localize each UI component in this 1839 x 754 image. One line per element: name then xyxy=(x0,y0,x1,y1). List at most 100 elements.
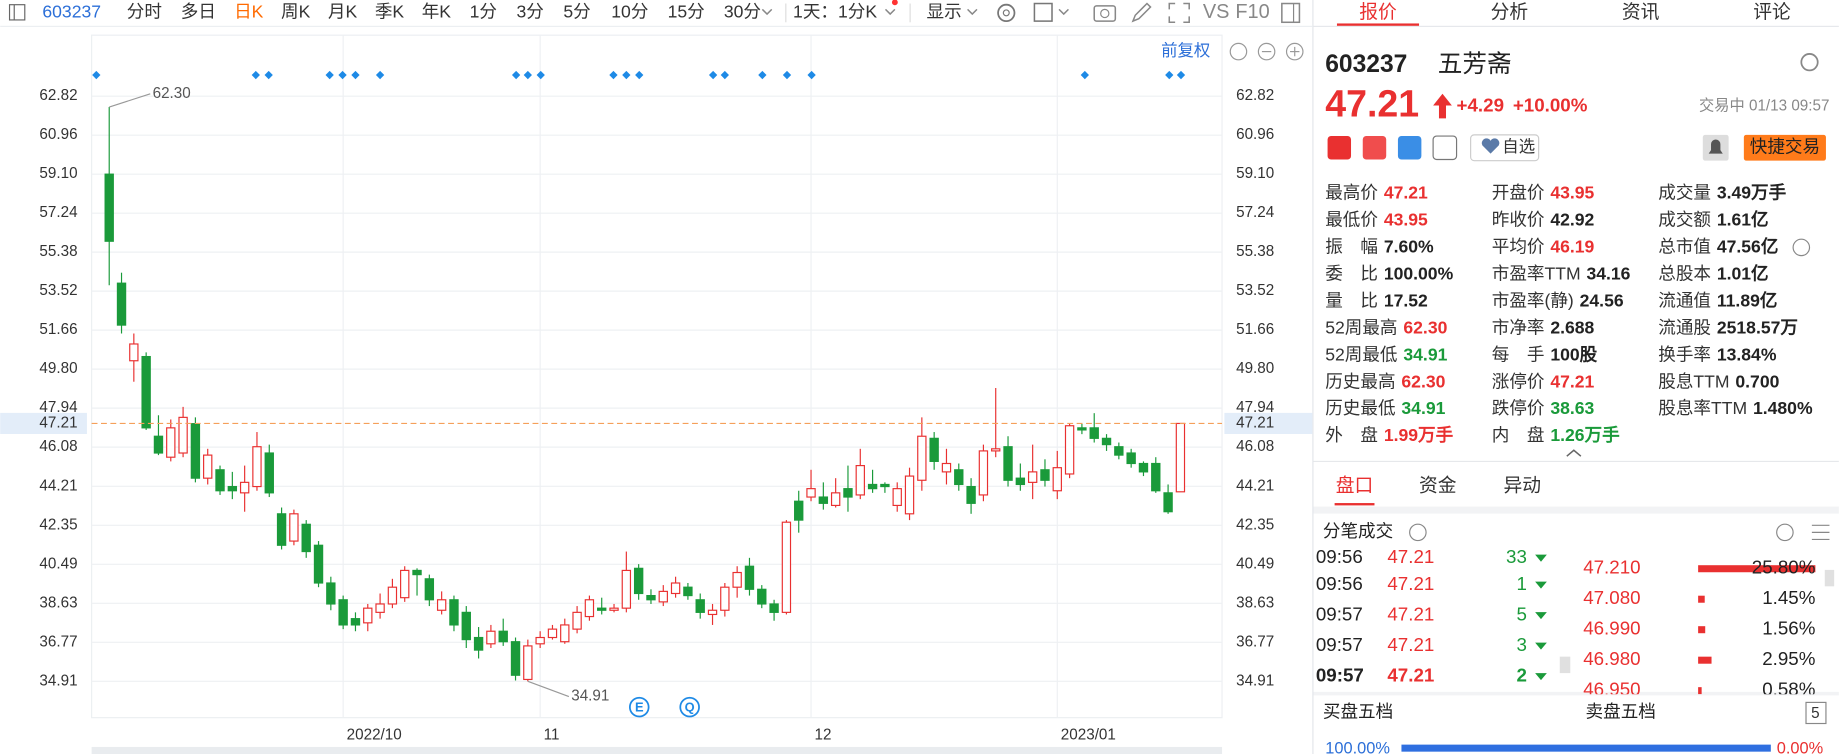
event-marker[interactable] xyxy=(708,70,718,80)
candle-body[interactable] xyxy=(510,641,521,676)
period-tab[interactable]: 月K xyxy=(328,2,358,22)
candle-body[interactable] xyxy=(190,423,201,479)
candle-body[interactable] xyxy=(683,586,693,597)
candle-body[interactable] xyxy=(1151,462,1161,492)
candle-body[interactable] xyxy=(547,628,558,639)
event-marker[interactable] xyxy=(511,70,521,80)
levels-box[interactable] xyxy=(1805,701,1827,725)
period-tab[interactable]: 10分 xyxy=(611,2,648,22)
camera-icon[interactable] xyxy=(1093,5,1117,22)
quick-trade-label[interactable]: 快捷交易 xyxy=(1750,136,1820,156)
sub-tab[interactable]: 异动 xyxy=(1503,475,1541,496)
candle-body[interactable] xyxy=(1040,469,1050,481)
period-tab[interactable]: 15分 xyxy=(668,2,705,22)
panel-tab[interactable]: 分析 xyxy=(1491,1,1529,22)
expand-icon[interactable] xyxy=(1566,449,1582,457)
event-marker[interactable] xyxy=(1165,70,1174,80)
candle-body[interactable] xyxy=(991,448,1001,452)
candle-body[interactable] xyxy=(584,599,595,618)
candle-body[interactable] xyxy=(781,521,792,613)
candle-body[interactable] xyxy=(597,607,607,611)
candle-body[interactable] xyxy=(1126,452,1136,465)
candle-body[interactable] xyxy=(720,586,730,611)
candle-body[interactable] xyxy=(178,416,188,454)
candle-body[interactable] xyxy=(326,582,336,605)
draw-icon[interactable] xyxy=(1131,2,1152,23)
candle-body[interactable] xyxy=(1052,467,1062,492)
stock-code[interactable]: 603237 xyxy=(42,2,101,22)
candle-body[interactable] xyxy=(966,485,976,504)
candle-body[interactable] xyxy=(806,488,816,498)
candle-body[interactable] xyxy=(904,475,915,515)
event-marker[interactable] xyxy=(758,70,767,80)
candle-body[interactable] xyxy=(141,355,151,429)
period-tab[interactable]: 多日 xyxy=(181,2,216,22)
event-marker[interactable] xyxy=(375,70,385,80)
period-tab[interactable]: 分时 xyxy=(127,2,162,22)
candle-body[interactable] xyxy=(670,582,681,595)
settings-icon[interactable] xyxy=(997,3,1016,22)
candle-body[interactable] xyxy=(941,462,952,473)
candle-body[interactable] xyxy=(227,485,238,492)
tag-icon[interactable] xyxy=(1432,135,1458,161)
event-icon[interactable] xyxy=(679,696,700,718)
candle-body[interactable] xyxy=(855,465,865,496)
candle-body[interactable] xyxy=(1175,422,1186,493)
levels-label[interactable]: 5 xyxy=(1811,705,1819,722)
candle-body[interactable] xyxy=(338,599,348,626)
event-marker[interactable] xyxy=(782,70,792,80)
period-tab[interactable]: 日K xyxy=(234,2,264,22)
period-tab[interactable]: 3分 xyxy=(517,2,544,22)
chart-tool-icon[interactable] xyxy=(1257,42,1276,61)
event-marker[interactable] xyxy=(338,70,347,80)
candle-body[interactable] xyxy=(166,427,176,458)
candle-body[interactable] xyxy=(1027,471,1038,483)
tag-icon[interactable] xyxy=(1362,136,1387,160)
candle-body[interactable] xyxy=(129,343,139,362)
overlay-icon[interactable] xyxy=(1033,2,1053,22)
period-tab[interactable]: 1分 xyxy=(470,2,497,22)
candle-body[interactable] xyxy=(523,645,533,681)
candle-body[interactable] xyxy=(633,567,644,595)
event-marker[interactable] xyxy=(251,70,260,80)
period-tab[interactable]: 周K xyxy=(281,2,311,22)
candle-body[interactable] xyxy=(1101,437,1112,446)
range-select[interactable]: 1天：1分K xyxy=(793,2,877,22)
candle-body[interactable] xyxy=(264,452,274,494)
candle-body[interactable] xyxy=(498,630,508,643)
more-icon[interactable] xyxy=(1792,238,1811,257)
chart-tool-icon[interactable] xyxy=(1285,42,1304,61)
candle-body[interactable] xyxy=(794,500,804,521)
candle-body[interactable] xyxy=(830,492,841,507)
candle-body[interactable] xyxy=(1015,477,1026,486)
chart-tool-icon[interactable] xyxy=(1229,42,1248,61)
candle-body[interactable] xyxy=(400,569,410,599)
candle-body[interactable] xyxy=(276,513,287,546)
event-marker[interactable] xyxy=(609,70,618,80)
candle-body[interactable] xyxy=(313,544,324,584)
event-marker[interactable] xyxy=(720,70,729,80)
period-tab[interactable]: 季K xyxy=(375,2,405,22)
event-marker[interactable] xyxy=(622,70,631,80)
event-marker[interactable] xyxy=(264,70,273,80)
candle-body[interactable] xyxy=(1114,446,1124,456)
candle-body[interactable] xyxy=(707,609,718,616)
candle-body[interactable] xyxy=(843,488,853,498)
candle-body[interactable] xyxy=(461,611,471,641)
event-marker[interactable] xyxy=(807,70,816,80)
tag-icon[interactable] xyxy=(1397,136,1422,160)
candle-body[interactable] xyxy=(757,588,767,605)
vs-button[interactable]: VS xyxy=(1203,1,1230,23)
sub-tab[interactable]: 资金 xyxy=(1419,475,1457,496)
candle-body[interactable] xyxy=(153,435,164,454)
candle-body[interactable] xyxy=(867,483,878,490)
candle-body[interactable] xyxy=(892,488,902,507)
candle-body[interactable] xyxy=(375,603,385,613)
candle-body[interactable] xyxy=(116,282,127,326)
candle-body[interactable] xyxy=(252,446,262,488)
fullscreen-icon[interactable] xyxy=(1168,2,1190,24)
candle-body[interactable] xyxy=(769,603,779,613)
candle-body[interactable] xyxy=(1064,425,1075,475)
candle-body[interactable] xyxy=(1138,462,1149,473)
candle-body[interactable] xyxy=(744,565,755,590)
